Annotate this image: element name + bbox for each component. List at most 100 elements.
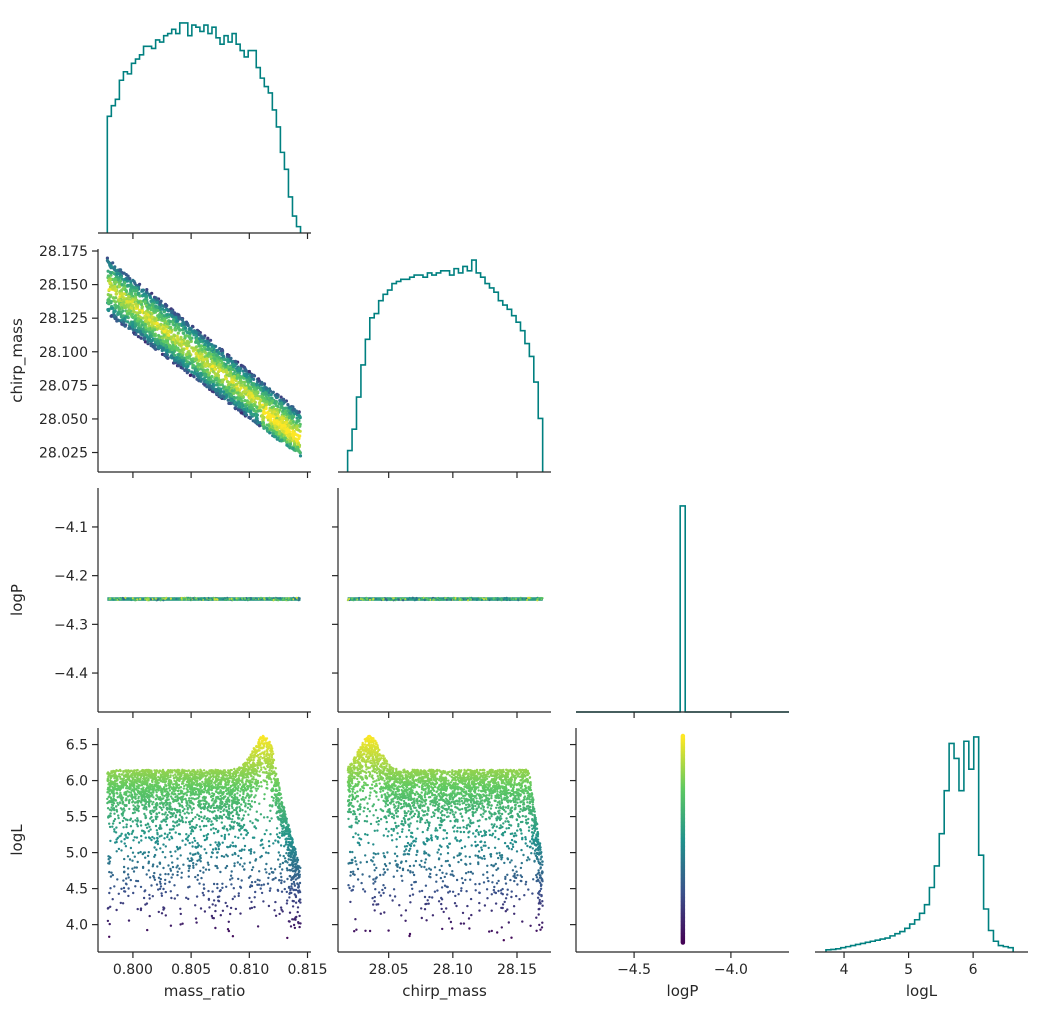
scatter-point: [270, 781, 273, 784]
scatter-point: [284, 431, 289, 435]
scatter-point: [238, 822, 241, 825]
scatter-point: [126, 818, 129, 822]
scatter-point: [237, 836, 240, 839]
scatter-point: [132, 870, 136, 873]
scatter-point: [188, 841, 191, 845]
scatter-point: [109, 776, 112, 780]
scatter-point: [259, 388, 263, 392]
scatter-point: [149, 598, 153, 601]
scatter-point: [195, 921, 198, 924]
scatter-point: [191, 853, 195, 856]
scatter-point: [254, 880, 257, 884]
scatter-point: [130, 300, 134, 304]
scatter-point: [263, 391, 267, 395]
scatter-point: [189, 852, 192, 855]
scatter-point: [187, 344, 191, 348]
scatter-point: [137, 291, 141, 295]
scatter-point: [233, 363, 237, 368]
scatter-point: [159, 322, 163, 326]
scatter-point: [227, 807, 231, 810]
scatter-point: [169, 355, 173, 359]
scatter-point: [125, 276, 129, 280]
scatter-point: [258, 405, 262, 409]
scatter-point: [517, 599, 520, 602]
scatter-point: [239, 383, 243, 387]
scatter-point: [117, 816, 120, 820]
scatter-point: [128, 807, 131, 811]
scatter-point: [222, 598, 225, 601]
scatter-point: [176, 824, 179, 827]
scatter-point: [106, 919, 110, 923]
scatter-point: [172, 333, 176, 337]
scatter-point: [170, 310, 174, 315]
scatter-point: [120, 840, 123, 843]
scatter-point: [229, 844, 232, 847]
scatter-point: [263, 750, 266, 753]
scatter-point: [249, 787, 253, 790]
scatter-point: [115, 318, 119, 322]
scatter-point: [234, 382, 239, 386]
scatter-point: [135, 311, 139, 315]
scatter-point: [181, 361, 185, 365]
scatter-point: [270, 769, 273, 773]
scatter-point: [243, 862, 246, 865]
scatter-point: [201, 819, 204, 823]
scatter-point: [222, 797, 225, 800]
scatter-point: [270, 405, 274, 409]
scatter-point: [171, 814, 174, 818]
scatter-point: [297, 599, 300, 602]
scatter-point: [162, 599, 165, 602]
scatter-point: [185, 352, 189, 356]
scatter-point: [153, 871, 156, 875]
scatter-point: [237, 597, 240, 600]
scatter-point: [221, 390, 226, 394]
scatter-point: [208, 810, 212, 813]
scatter-point: [217, 355, 221, 359]
y-tick-label: 28.175: [39, 244, 88, 260]
scatter-point: [248, 861, 252, 864]
scatter-point: [298, 415, 302, 419]
scatter-point: [285, 440, 289, 444]
scatter-point: [182, 331, 186, 335]
scatter-point: [134, 819, 137, 822]
scatter-point: [166, 312, 170, 317]
scatter-point: [227, 920, 230, 923]
scatter-point: [130, 312, 134, 316]
scatter-point: [254, 392, 258, 396]
scatter-point: [278, 912, 281, 916]
scatter-point: [231, 841, 234, 844]
scatter-point: [209, 355, 213, 359]
scatter-point: [278, 879, 281, 882]
scatter-point: [288, 432, 292, 437]
scatter-point: [106, 269, 110, 273]
scatter-point: [134, 332, 138, 336]
scatter-point: [225, 380, 230, 384]
scatter-point: [262, 900, 265, 903]
scatter-point: [165, 596, 168, 600]
scatter-point: [191, 845, 194, 848]
scatter-point: [169, 597, 172, 600]
scatter-point: [135, 866, 138, 869]
scatter-point: [389, 597, 393, 600]
scatter-point: [268, 844, 271, 848]
scatter-point: [266, 418, 270, 422]
scatter-point: [452, 596, 455, 600]
scatter-point: [244, 368, 248, 372]
scatter-point: [167, 329, 172, 334]
scatter-point: [285, 852, 288, 855]
scatter-point: [298, 873, 301, 876]
scatter-point: [250, 881, 254, 884]
scatter-point: [203, 848, 206, 851]
scatter-point: [138, 282, 142, 286]
scatter-point: [123, 842, 126, 845]
scatter-point: [150, 291, 154, 295]
scatter-point: [202, 834, 206, 838]
scatter-point: [176, 894, 179, 897]
scatter-point: [161, 339, 166, 343]
scatter-point: [167, 333, 171, 337]
scatter-point: [387, 597, 390, 601]
scatter-point: [204, 868, 208, 871]
scatter-point: [285, 597, 288, 600]
scatter-point: [286, 409, 290, 413]
scatter-point: [287, 858, 290, 861]
